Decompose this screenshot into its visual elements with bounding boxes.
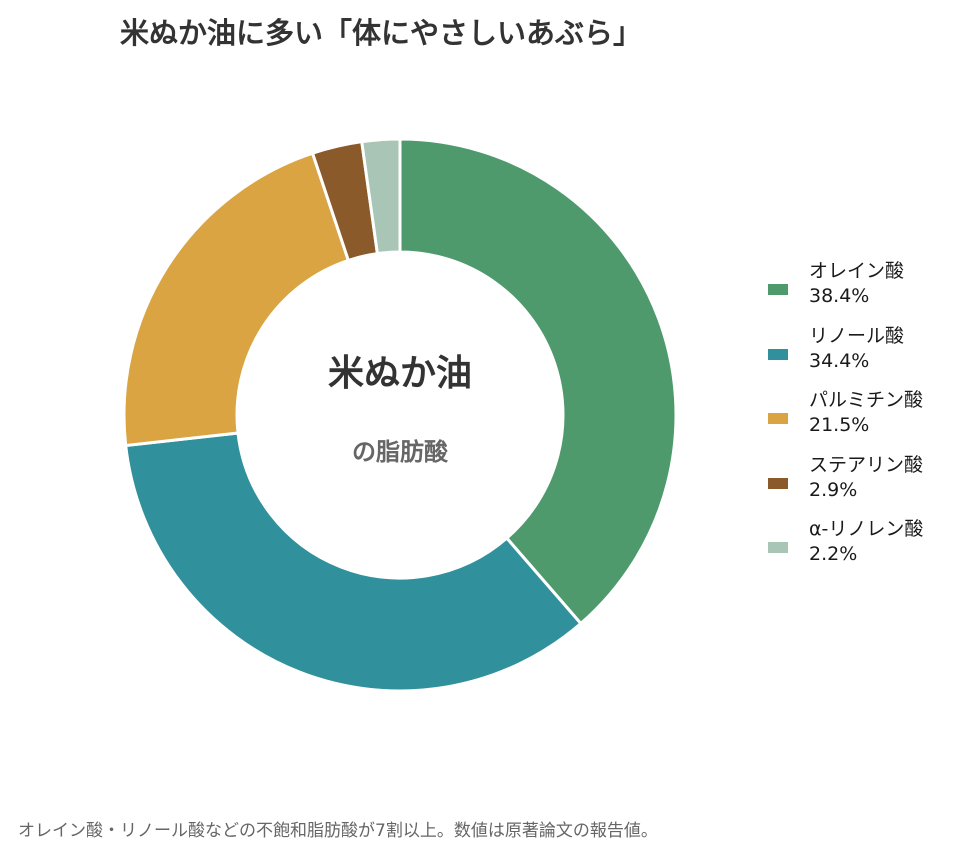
donut-slice: [398, 137, 678, 626]
center-label: 米ぬか油: [327, 353, 472, 394]
center-sublabel: の脂肪酸: [352, 438, 448, 466]
legend-text: ステアリン酸 2.9%: [809, 453, 923, 503]
legend-value: 38.4%: [809, 285, 870, 307]
legend-value: 21.5%: [809, 414, 870, 436]
legend-text: リノール酸 34.4%: [809, 324, 904, 374]
donut-slice: [122, 151, 351, 448]
donut-slice: [360, 137, 402, 256]
legend-value: 2.2%: [809, 543, 858, 565]
legend-text: α-リノレン酸 2.2%: [809, 517, 923, 567]
legend-value: 34.4%: [809, 349, 870, 372]
footnote: オレイン酸・リノール酸などの不飽和脂肪酸が7割以上。数値は原著論文の報告値。: [18, 821, 658, 841]
legend-swatch: [768, 413, 788, 424]
legend-swatch: [768, 284, 788, 295]
legend-label: リノール酸: [809, 324, 905, 347]
legend-label: パルミチン酸: [809, 389, 924, 411]
legend-label: オレイン酸: [809, 260, 905, 282]
legend-label: α-リノレン酸: [809, 518, 924, 540]
legend-label: ステアリン酸: [809, 453, 924, 476]
legend-swatch: [768, 542, 788, 553]
chart-title: 米ぬか油に多い「体にやさしいあぶら」: [120, 16, 643, 50]
legend-swatch: [768, 477, 788, 489]
legend-swatch: [768, 348, 788, 360]
legend-text: パルミチン酸 21.5%: [809, 388, 923, 438]
donut-slice: [124, 431, 583, 693]
legend-text: オレイン酸 38.4%: [809, 259, 904, 309]
legend-value: 2.9%: [809, 478, 858, 501]
